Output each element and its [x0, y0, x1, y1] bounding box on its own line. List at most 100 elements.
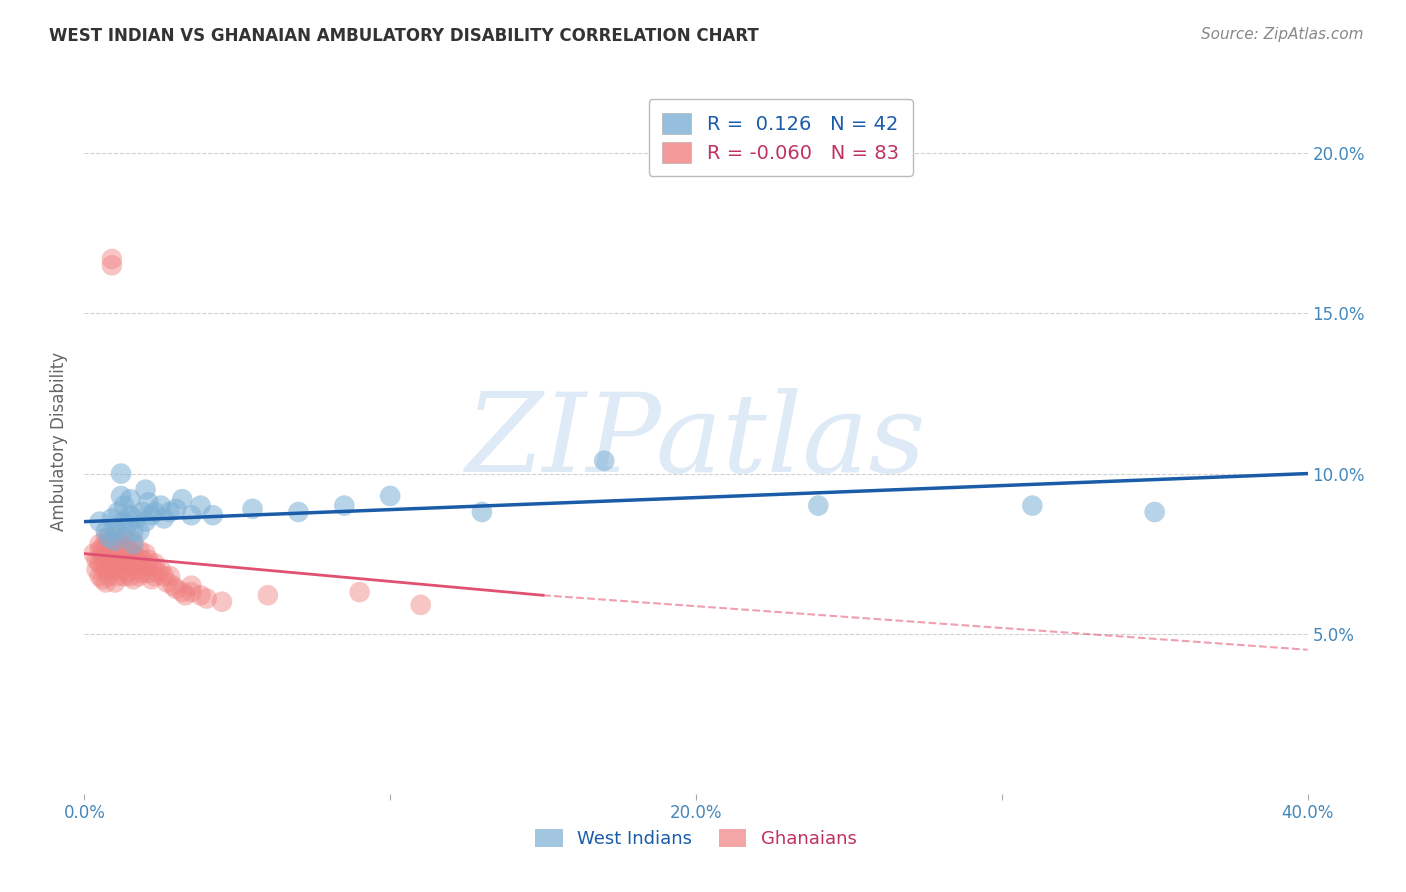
Point [593, 454, 616, 468]
Point [115, 540, 138, 554]
Point [107, 569, 129, 583]
Y-axis label: Ambulatory Disability: Ambulatory Disability [51, 352, 69, 531]
Point [122, 559, 145, 574]
Point [89, 537, 111, 551]
Point [287, 505, 309, 519]
Point [141, 559, 163, 574]
Point [128, 524, 150, 539]
Point [94, 531, 117, 545]
Point [91, 572, 114, 586]
Point [94, 575, 117, 590]
Point [89, 569, 111, 583]
Point [242, 501, 264, 516]
Point [101, 559, 124, 574]
Point [97, 556, 120, 570]
Point [104, 563, 127, 577]
Point [141, 508, 163, 523]
Point [94, 540, 117, 554]
Point [104, 521, 127, 535]
Point [180, 585, 202, 599]
Point [165, 582, 187, 596]
Point [110, 467, 132, 481]
Text: WEST INDIAN VS GHANAIAN AMBULATORY DISABILITY CORRELATION CHART: WEST INDIAN VS GHANAIAN AMBULATORY DISAB… [49, 27, 759, 45]
Point [190, 588, 212, 602]
Point [131, 505, 153, 519]
Point [107, 533, 129, 548]
Point [97, 543, 120, 558]
Point [112, 515, 135, 529]
Point [104, 553, 127, 567]
Point [115, 566, 138, 580]
Point [162, 579, 184, 593]
Point [91, 549, 114, 564]
Point [172, 492, 194, 507]
Point [409, 598, 432, 612]
Point [86, 553, 108, 567]
Point [112, 569, 135, 583]
Point [104, 540, 127, 554]
Point [165, 501, 187, 516]
Point [89, 515, 111, 529]
Point [120, 556, 142, 570]
Point [120, 569, 142, 583]
Point [101, 252, 124, 266]
Point [101, 547, 124, 561]
Point [471, 505, 494, 519]
Point [333, 499, 356, 513]
Point [159, 505, 181, 519]
Point [89, 556, 111, 570]
Point [211, 595, 233, 609]
Legend: West Indians, Ghanaians: West Indians, Ghanaians [529, 822, 863, 855]
Point [125, 549, 148, 564]
Point [94, 563, 117, 577]
Point [112, 531, 135, 545]
Point [195, 591, 218, 606]
Point [153, 511, 176, 525]
Point [110, 489, 132, 503]
Point [143, 505, 166, 519]
Point [97, 531, 120, 545]
Point [97, 533, 120, 548]
Point [112, 499, 135, 513]
Point [138, 553, 160, 567]
Point [101, 537, 124, 551]
Point [91, 540, 114, 554]
Point [190, 499, 212, 513]
Point [120, 543, 142, 558]
Point [153, 569, 176, 583]
Point [128, 543, 150, 558]
Point [131, 566, 153, 580]
Point [201, 508, 224, 523]
Point [94, 524, 117, 539]
Point [380, 489, 402, 503]
Point [97, 569, 120, 583]
Point [349, 585, 371, 599]
Point [104, 533, 127, 548]
Point [110, 549, 132, 564]
Point [128, 569, 150, 583]
Point [143, 556, 166, 570]
Point [180, 579, 202, 593]
Point [110, 540, 132, 554]
Point [107, 556, 129, 570]
Point [122, 533, 145, 548]
Point [122, 524, 145, 539]
Point [101, 258, 124, 272]
Point [146, 566, 169, 580]
Point [94, 553, 117, 567]
Point [110, 563, 132, 577]
Point [120, 508, 142, 523]
Point [156, 575, 179, 590]
Point [115, 517, 138, 532]
Point [112, 543, 135, 558]
Point [122, 537, 145, 551]
Text: Source: ZipAtlas.com: Source: ZipAtlas.com [1201, 27, 1364, 42]
Point [101, 511, 124, 525]
Point [257, 588, 280, 602]
Point [159, 569, 181, 583]
Point [135, 547, 157, 561]
Point [135, 559, 157, 574]
Point [125, 511, 148, 525]
Point [107, 543, 129, 558]
Point [128, 556, 150, 570]
